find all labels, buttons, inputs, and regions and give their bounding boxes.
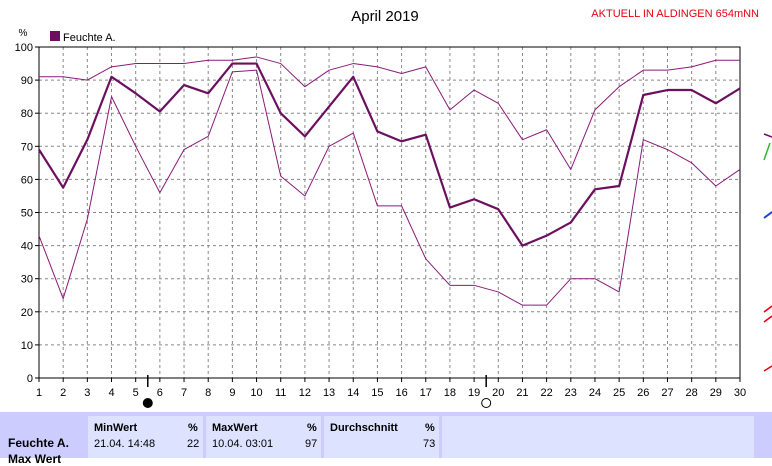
- empty-cell: [442, 416, 754, 458]
- max-value: 97: [305, 438, 318, 450]
- legend-swatch: [50, 31, 60, 41]
- x-tick-label: 8: [205, 387, 211, 399]
- y-tick-label: 40: [21, 241, 33, 253]
- stats-row-label-2: Max Wert: [8, 452, 62, 466]
- plot-frame: [38, 46, 741, 379]
- max-timestamp: 10.04. 03:01: [212, 438, 274, 450]
- x-tick-label: 5: [133, 387, 139, 399]
- x-tick-label: 12: [299, 387, 311, 399]
- avg-unit: %: [425, 422, 435, 434]
- x-tick-label: 17: [420, 387, 432, 399]
- x-tick-label: 7: [181, 387, 187, 399]
- y-tick-label: 80: [21, 108, 33, 120]
- series-mean-line: [38, 62, 741, 247]
- min-header: MinWert: [94, 422, 138, 434]
- humidity-chart: 0 10 20 30 40 50 60 70 80 90 100 1 2 3 4 5 6 7 8 9 10 11 12 13 1…: [15, 8, 772, 408]
- x-tick-label: 30: [734, 387, 746, 399]
- x-tick-label: 19: [468, 387, 480, 399]
- stats-row-label: Feuchte A.: [8, 436, 69, 450]
- grid: [39, 47, 740, 378]
- legend-label: Feuchte A.: [63, 32, 116, 44]
- x-tick-label: 10: [250, 387, 262, 399]
- x-tick-label: 22: [540, 387, 552, 399]
- y-tick-label: 10: [21, 340, 33, 352]
- series-min-line: [38, 69, 741, 306]
- x-tick-label: 27: [661, 387, 673, 399]
- x-tick-label: 9: [229, 387, 235, 399]
- x-tick-label: 24: [589, 387, 601, 399]
- y-tick-label: 70: [21, 141, 33, 153]
- x-tick-label: 20: [492, 387, 504, 399]
- right-edge-fragments: [763, 133, 772, 372]
- x-tick-label: 11: [275, 387, 286, 399]
- x-tick-label: 15: [371, 387, 383, 399]
- x-tick-label: 16: [395, 387, 407, 399]
- x-tick-label: 29: [710, 387, 722, 399]
- min-cell: MinWert % 21.04. 14:48 22: [88, 416, 203, 458]
- avg-value: 73: [423, 438, 436, 450]
- x-tick-label: 25: [613, 387, 625, 399]
- min-timestamp: 21.04. 14:48: [94, 438, 156, 450]
- x-tick-label: 3: [84, 387, 90, 399]
- chart-title: April 2019: [351, 8, 419, 25]
- y-unit-label: %: [19, 28, 28, 39]
- legend: Feuchte A.: [50, 31, 116, 44]
- y-tick-label: 20: [21, 307, 33, 319]
- x-tick-label: 4: [108, 387, 114, 399]
- x-tick-label: 14: [347, 387, 359, 399]
- y-tick-label: 30: [21, 274, 33, 286]
- y-tick-label: 90: [21, 75, 33, 87]
- y-tick-label: 0: [27, 373, 33, 385]
- series-max-line: [39, 56, 740, 170]
- x-tick-label: 28: [686, 387, 698, 399]
- y-tick-label: 100: [15, 42, 33, 54]
- min-value: 22: [187, 438, 200, 450]
- station-label: AKTUELL IN ALDINGEN 654mNN: [591, 8, 759, 20]
- min-unit: %: [188, 422, 198, 434]
- max-unit: %: [307, 422, 317, 434]
- x-tick-label: 6: [157, 387, 163, 399]
- x-tick-label: 26: [637, 387, 649, 399]
- x-tick-label: 13: [323, 387, 335, 399]
- x-tick-label: 23: [565, 387, 577, 399]
- y-tick-label: 50: [21, 208, 33, 220]
- series-lines: [38, 56, 741, 306]
- x-tick-label: 18: [444, 387, 456, 399]
- y-tick-label: 60: [21, 174, 33, 186]
- max-header: MaxWert: [212, 422, 258, 434]
- x-tick-label: 2: [60, 387, 66, 399]
- avg-header: Durchschnitt: [330, 422, 398, 434]
- full-moon-icon: [481, 398, 492, 408]
- new-moon-icon: [142, 398, 153, 408]
- stats-panel: Feuchte A. Max Wert MinWert % 21.04. 14:…: [0, 412, 772, 466]
- max-cell: MaxWert % 10.04. 03:01 97: [206, 416, 321, 458]
- avg-cell: Durchschnitt % 73: [324, 416, 439, 458]
- x-tick-label: 1: [36, 387, 42, 399]
- x-tick-label: 21: [516, 387, 528, 399]
